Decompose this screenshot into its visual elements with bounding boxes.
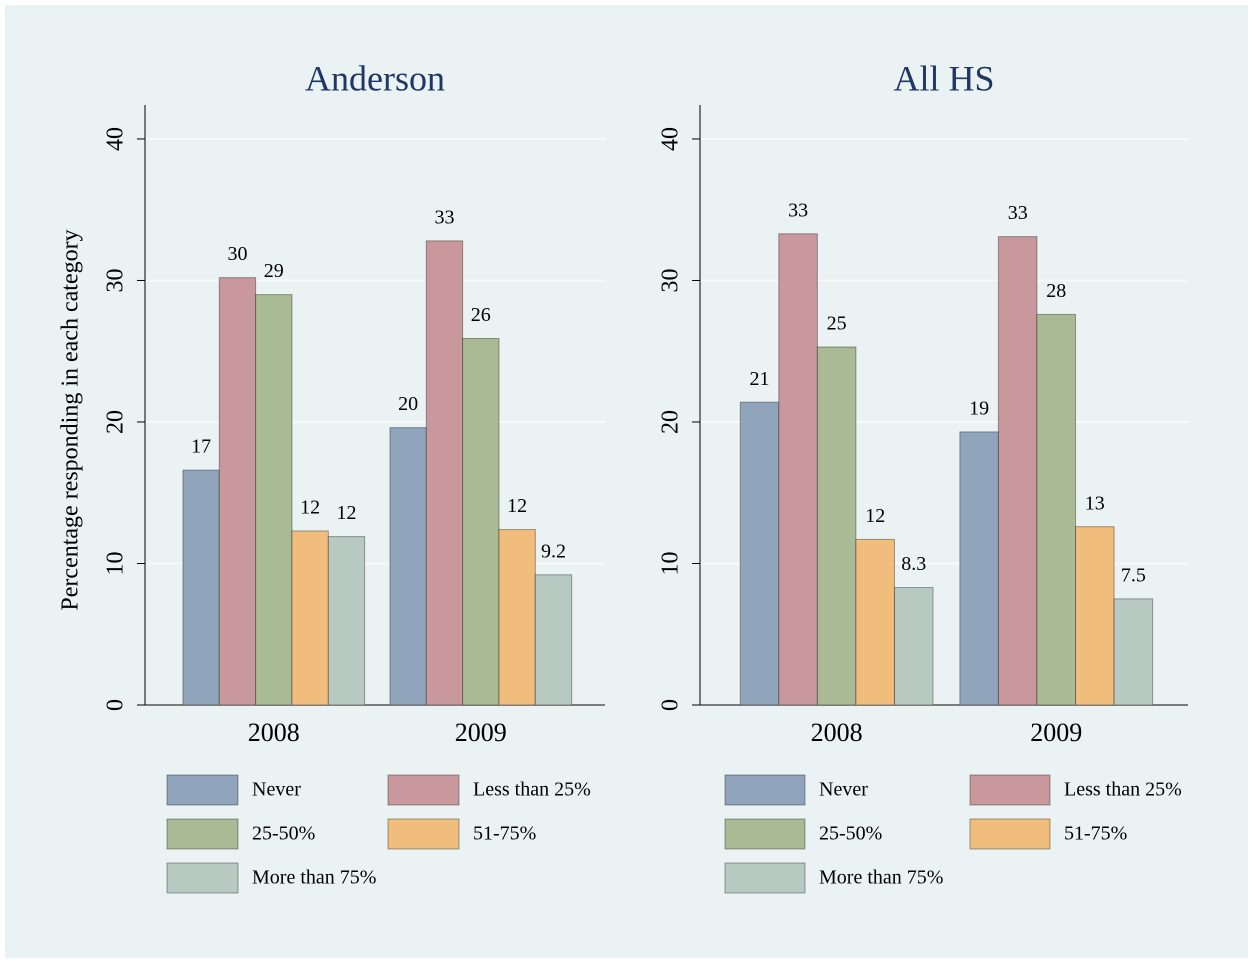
- value-label: 13: [1085, 492, 1105, 514]
- panel-title: Anderson: [305, 58, 445, 98]
- bar: [218, 277, 257, 706]
- x-tick-label: 2009: [1030, 718, 1082, 747]
- bar: [739, 401, 780, 706]
- legend-label: Less than 25%: [1064, 779, 1182, 801]
- value-label: 21: [750, 368, 770, 390]
- bar: [498, 529, 536, 706]
- y-tick-label: 10: [103, 551, 129, 575]
- legend-swatch: [724, 862, 806, 894]
- bar: [534, 574, 573, 706]
- legend-swatch: [387, 774, 460, 806]
- bar: [1075, 526, 1115, 706]
- y-tick-label: 20: [658, 410, 684, 434]
- y-tick-label: 40: [103, 127, 129, 151]
- value-label: 9.2: [541, 540, 566, 562]
- y-tick-label: 20: [103, 410, 129, 434]
- value-label: 33: [788, 199, 808, 221]
- bar: [778, 233, 818, 706]
- bar: [893, 587, 934, 706]
- value-label: 20: [398, 393, 418, 415]
- y-tick-label: 30: [103, 268, 129, 292]
- legend-swatch: [724, 774, 806, 806]
- bar: [855, 538, 895, 706]
- legend-label: 25-50%: [819, 823, 882, 845]
- x-tick-label: 2008: [811, 718, 863, 747]
- value-label: 12: [300, 497, 320, 519]
- legend-label: 51-75%: [473, 823, 536, 845]
- legend-swatch: [166, 862, 239, 894]
- y-axis-label: Percentage responding in each category: [58, 229, 84, 610]
- legend-swatch: [969, 774, 1051, 806]
- y-tick-label: 30: [658, 268, 684, 292]
- legend-swatch: [724, 818, 806, 850]
- value-label: 7.5: [1121, 564, 1146, 586]
- legend-swatch: [969, 818, 1051, 850]
- bar: [462, 337, 500, 706]
- bar: [255, 294, 293, 706]
- value-label: 12: [865, 505, 885, 527]
- bar: [327, 536, 366, 706]
- bar: [997, 236, 1038, 706]
- legend-label: More than 75%: [819, 867, 943, 889]
- value-label: 25: [827, 313, 847, 335]
- legend-label: 25-50%: [252, 823, 315, 845]
- y-tick-label: 10: [658, 551, 684, 575]
- legend-label: More than 75%: [252, 867, 376, 889]
- bar: [291, 530, 329, 706]
- value-label: 8.3: [901, 553, 926, 575]
- y-tick-label: 0: [658, 699, 684, 711]
- bar: [389, 427, 427, 706]
- value-label: 33: [1008, 202, 1028, 224]
- panel-title: All HS: [893, 58, 994, 98]
- x-tick-label: 2009: [455, 718, 507, 747]
- value-label: 26: [471, 304, 491, 326]
- legend-swatch: [166, 818, 239, 850]
- legend-swatch: [166, 774, 239, 806]
- x-tick-label: 2008: [248, 718, 300, 747]
- value-label: 29: [264, 260, 284, 282]
- y-tick-label: 0: [103, 699, 129, 711]
- legend-label: Less than 25%: [473, 779, 591, 801]
- bar: [182, 469, 220, 706]
- y-tick-label: 40: [658, 127, 684, 151]
- value-label: 28: [1046, 280, 1066, 302]
- bar: [816, 346, 857, 706]
- value-label: 17: [191, 436, 211, 458]
- bar: [1036, 313, 1077, 706]
- bar: [959, 431, 999, 706]
- bar: [425, 240, 464, 706]
- value-label: 30: [227, 243, 247, 265]
- legend-label: 51-75%: [1064, 823, 1127, 845]
- legend-label: Never: [819, 779, 868, 801]
- legend-label: Never: [252, 779, 301, 801]
- bar: [1113, 598, 1154, 706]
- value-label: 12: [336, 502, 356, 524]
- value-label: 19: [969, 397, 989, 419]
- value-label: 12: [507, 495, 527, 517]
- legend-swatch: [387, 818, 460, 850]
- value-label: 33: [434, 206, 454, 228]
